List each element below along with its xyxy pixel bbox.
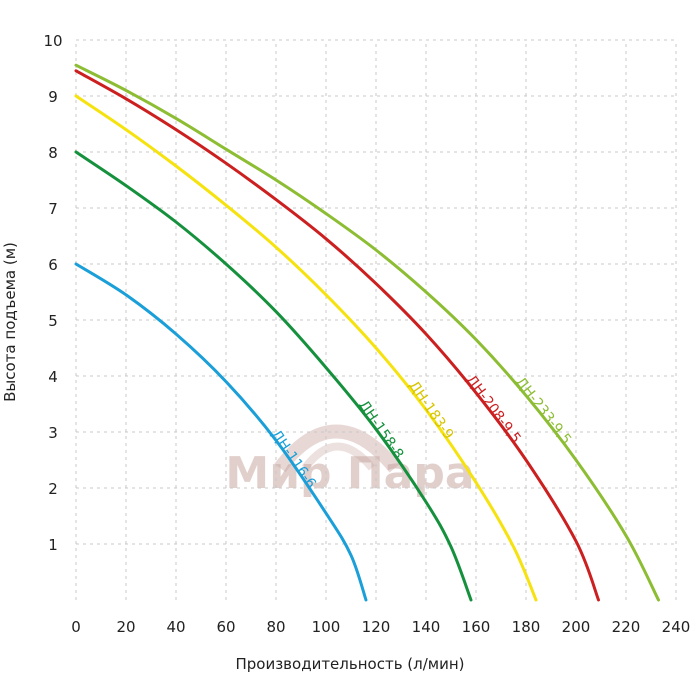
y-tick-label: 6 [48, 256, 58, 274]
y-tick-label: 2 [48, 480, 58, 498]
x-tick-label: 60 [216, 618, 235, 636]
y-tick-label: 5 [48, 312, 58, 330]
series-line [74, 94, 538, 602]
x-tick-label: 0 [71, 618, 81, 636]
x-tick-label: 180 [512, 618, 541, 636]
series-line [74, 262, 368, 602]
x-tick-label: 160 [462, 618, 491, 636]
watermark-logo: Мир Пара [225, 424, 475, 499]
x-tick-label: 100 [312, 618, 341, 636]
x-axis-title: Производительность (л/мин) [235, 655, 464, 673]
x-axis-ticks: 0 20 40 60 80 100 120 140 160 180 200 220 240 [71, 618, 690, 636]
watermark-text: Мир Пара [225, 448, 474, 499]
y-axis-ticks: 1 2 3 4 5 6 7 8 9 10 [43, 32, 62, 554]
watermark-arch-inner [301, 442, 376, 471]
x-tick-label: 220 [612, 618, 641, 636]
series-line [74, 69, 600, 602]
y-tick-label: 4 [48, 368, 58, 386]
y-axis-title: Высота подъема (м) [1, 242, 19, 402]
y-tick-label: 3 [48, 424, 58, 442]
y-tick-label: 8 [48, 144, 58, 162]
x-tick-label: 120 [362, 618, 391, 636]
x-tick-label: 140 [412, 618, 441, 636]
x-tick-label: 40 [166, 618, 185, 636]
y-tick-label: 7 [48, 200, 58, 218]
x-tick-label: 80 [266, 618, 285, 636]
x-tick-label: 200 [562, 618, 591, 636]
x-tick-label: 240 [662, 618, 691, 636]
y-tick-label: 1 [48, 536, 58, 554]
series-line [74, 150, 473, 602]
series-group [74, 63, 660, 602]
x-tick-label: 20 [116, 618, 135, 636]
series-label: ДН-183-9 [405, 378, 456, 442]
y-tick-label: 9 [48, 88, 58, 106]
y-tick-label: 10 [43, 32, 62, 50]
series-line [74, 63, 660, 602]
